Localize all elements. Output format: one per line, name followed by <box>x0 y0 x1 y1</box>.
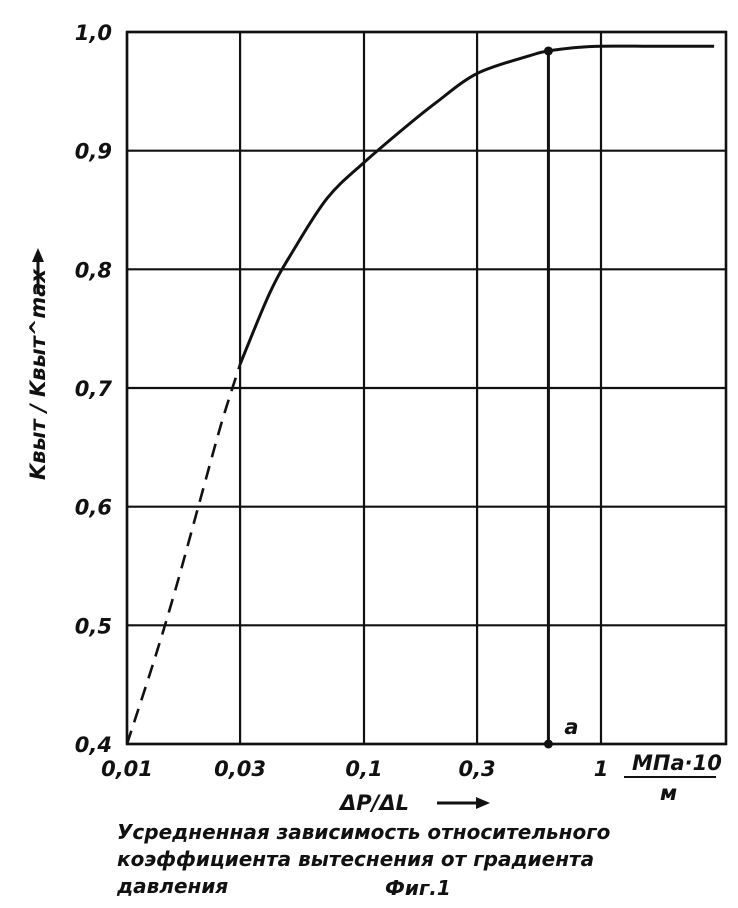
x-tick-label-4: 1 <box>594 757 609 781</box>
x-tick-label-3: 0,3 <box>458 757 495 781</box>
y-tick-label-0: 0,4 <box>75 733 112 757</box>
y-axis-label: Kвыт / Kвыт^max <box>26 268 50 480</box>
y-tick-label-4: 0,8 <box>75 258 112 282</box>
marker-a-label: a <box>564 715 578 739</box>
marker-a-bottom-point <box>544 740 553 749</box>
y-tick-label-2: 0,6 <box>75 496 112 520</box>
x-unit-numerator: МПа·10 <box>632 751 722 775</box>
marker-layer: a <box>544 46 579 748</box>
y-tick-label-3: 0,7 <box>75 377 113 401</box>
caption-line-1: Усредненная зависимость относительного <box>117 820 611 844</box>
x-axis-arrow <box>437 797 490 809</box>
caption-line-3: давления <box>116 874 228 898</box>
y-tick-label-5: 0,9 <box>75 140 112 164</box>
x-unit-denominator: м <box>660 781 677 805</box>
y-tick-label-6: 1,0 <box>75 21 112 45</box>
figure-label: Фиг.1 <box>385 876 451 900</box>
x-tick-label-2: 0,1 <box>345 757 382 781</box>
dashed-extrapolated-curve <box>127 364 240 744</box>
x-axis-label: ΔP/ΔL <box>338 791 409 815</box>
caption-line-2: коэффициента вытеснения от градиента <box>117 847 594 871</box>
x-tick-label-0: 0,01 <box>101 757 153 781</box>
y-axis-label-group: Kвыт / Kвыт^max <box>26 248 50 480</box>
grid <box>127 32 726 744</box>
marker-a-top-point <box>544 46 553 55</box>
tick-labels: 0,01 0,03 0,1 0,3 1 0,4 0,5 0,6 0,7 0,8 0,9 1,0 <box>75 21 609 781</box>
x-tick-label-1: 0,03 <box>214 757 266 781</box>
y-tick-label-1: 0,5 <box>75 614 112 638</box>
